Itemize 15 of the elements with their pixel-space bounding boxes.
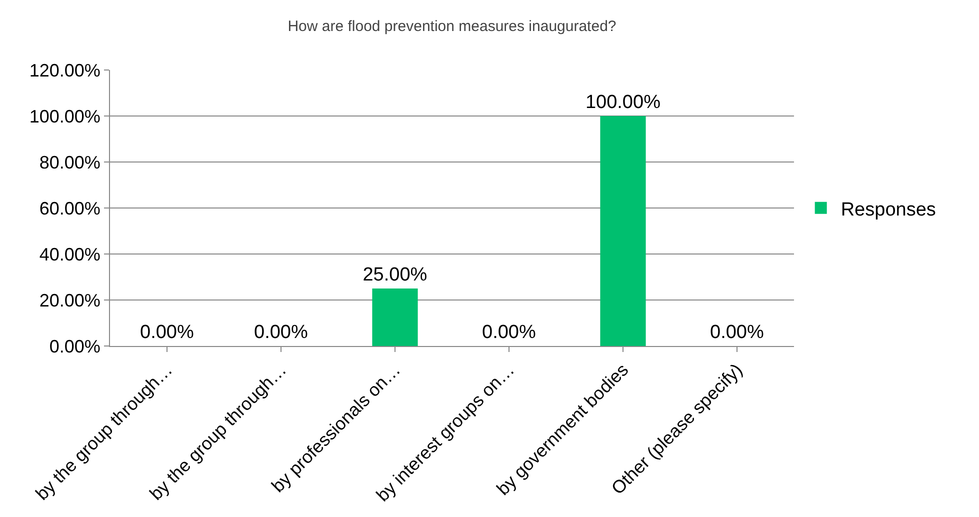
y-tick-label: 100.00%	[29, 106, 100, 126]
chart-title: How are flood prevention measures inaugurated?	[288, 18, 616, 36]
y-tick-label: 20.00%	[39, 290, 100, 310]
y-tick-label: 0.00%	[49, 336, 100, 356]
y-tick-label: 120.00%	[29, 60, 100, 80]
data-label: 0.00%	[710, 322, 764, 343]
legend-label: Responses	[840, 199, 936, 220]
y-tick-label: 60.00%	[39, 198, 100, 218]
data-label: 0.00%	[254, 322, 308, 343]
data-label: 0.00%	[140, 322, 194, 343]
data-label: 0.00%	[482, 322, 536, 343]
data-label: 100.00%	[585, 92, 661, 113]
y-tick-label: 80.00%	[39, 152, 100, 172]
y-tick-label: 40.00%	[39, 244, 100, 264]
data-label: 25.00%	[362, 264, 428, 286]
